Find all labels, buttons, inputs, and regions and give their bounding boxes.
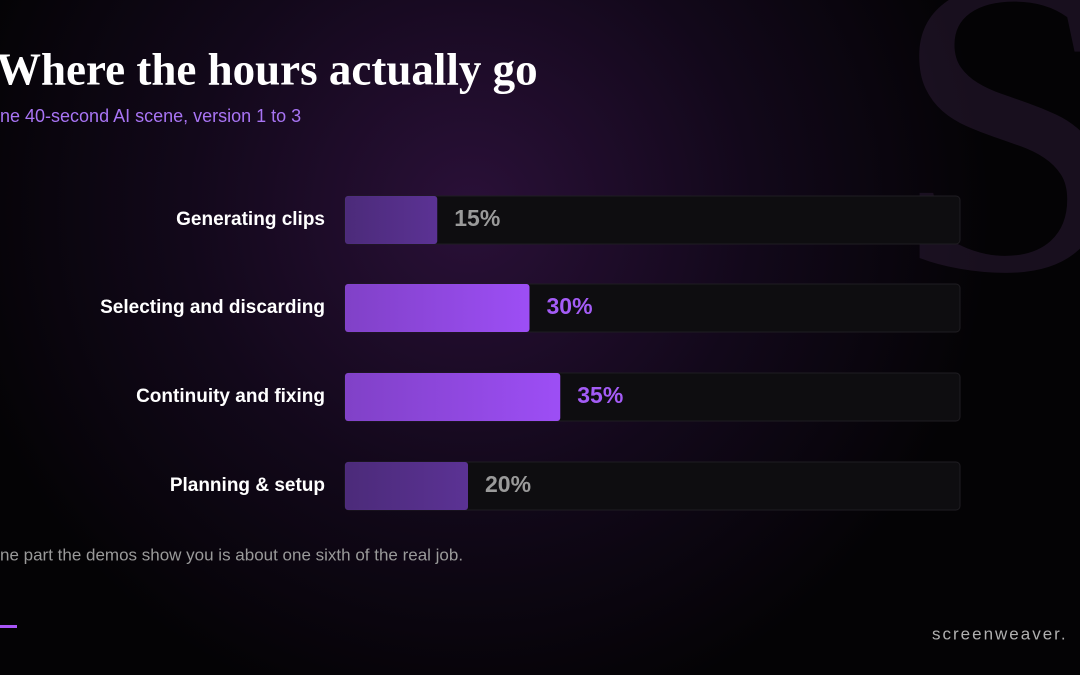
bar [345,284,530,332]
value-label: 30% [547,293,593,319]
chart-subtitle: ne 40-second AI scene, version 1 to 3 [0,106,301,126]
bars: Generating clips 15% Selecting and discard… [100,195,961,511]
footnote: ne part the demos show you is about one … [0,545,463,564]
category-label: Generating clips [176,209,325,230]
value-label: 35% [577,382,623,408]
category-label: Selecting and discarding [100,297,325,318]
value-label: 20% [485,471,531,497]
category-label: Planning & setup [170,475,325,496]
bar [345,462,468,510]
bar [345,196,438,244]
category-label: Continuity and fixing [136,386,325,407]
brand: screenweaver. [932,624,1068,643]
bar [345,373,561,421]
accent-line [0,625,17,628]
chart-title: Where the hours actually go [0,44,538,94]
value-label: 15% [454,205,500,231]
